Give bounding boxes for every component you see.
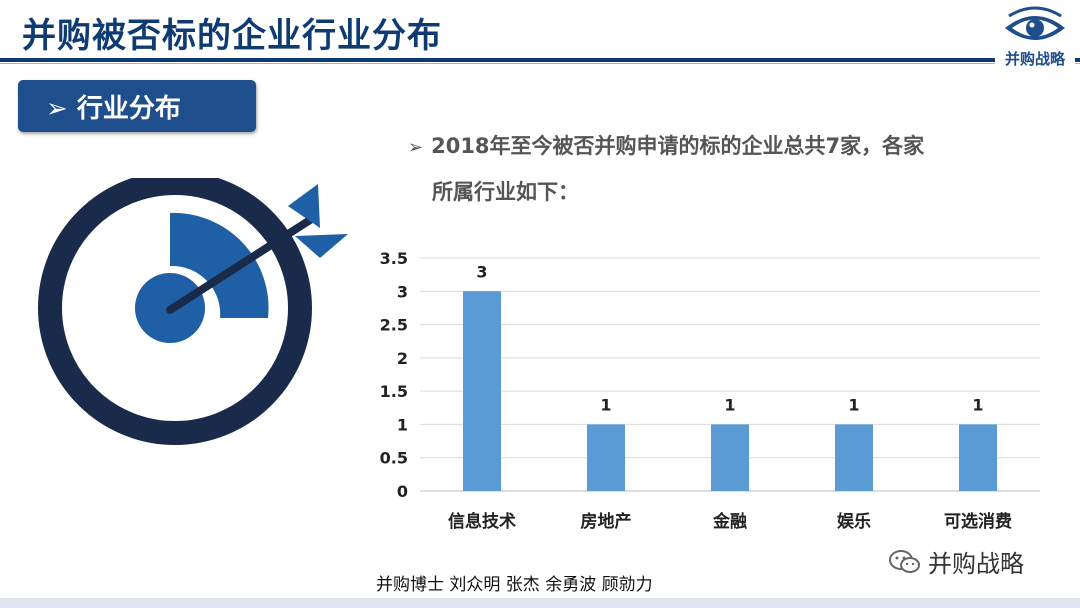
y-tick-label: 3.5 — [380, 249, 408, 268]
section-label: ➢ 行业分布 — [46, 94, 181, 124]
bar — [587, 424, 625, 491]
data-label: 1 — [848, 395, 859, 414]
y-tick-label: 0.5 — [380, 449, 408, 468]
bottom-rule — [0, 598, 1080, 608]
y-tick-label: 3 — [397, 282, 408, 301]
data-label: 1 — [724, 395, 735, 414]
bar — [959, 424, 997, 491]
y-tick-label: 1.5 — [380, 382, 408, 401]
y-tick-label: 1 — [397, 415, 408, 434]
data-label: 1 — [600, 395, 611, 414]
x-tick-label: 房地产 — [581, 511, 632, 532]
title-rule — [0, 58, 1080, 62]
y-tick-label: 2 — [397, 349, 408, 368]
wechat-watermark: 并购战略 — [888, 544, 1024, 582]
description-line1: 2018年至今被否并购申请的标的企业总共7家，各家 — [431, 134, 925, 158]
watermark-text: 并购战略 — [928, 550, 1024, 578]
logo-text: 并购战略 — [1004, 50, 1065, 68]
data-label: 3 — [476, 262, 487, 281]
description: ➢ 2018年至今被否并购申请的标的企业总共7家，各家 所属行业如下： — [408, 124, 1028, 214]
y-tick-label: 2.5 — [380, 316, 408, 335]
description-bullet: ➢ — [408, 137, 424, 158]
wechat-icon — [888, 548, 922, 582]
x-tick-label: 娱乐 — [837, 511, 871, 532]
y-tick-label: 0 — [397, 482, 408, 501]
slide-title: 并购被否标的企业行业分布 — [22, 16, 442, 56]
x-tick-label: 金融 — [712, 511, 747, 532]
industry-bar-chart: 0 0.5 1 1.5 2 2.5 3 3.5 3 信息技术 1 房地产 1 金融 1 娱乐 1 可选消费 — [380, 249, 1040, 532]
target-arrow-icon — [20, 171, 360, 468]
section-badge: ➢ 行业分布 — [18, 80, 256, 132]
bar — [463, 291, 501, 491]
x-tick-label: 信息技术 — [448, 511, 516, 532]
x-tick-label: 可选消费 — [944, 511, 1012, 532]
title-rule-thin — [0, 63, 1080, 64]
eye-logo-icon — [1005, 6, 1065, 40]
brand-logo: 并购战略 — [995, 6, 1075, 76]
description-line2: 所属行业如下： — [432, 180, 579, 204]
data-label: 1 — [972, 395, 983, 414]
authors: 并购博士 刘众明 张杰 余勇波 顾勍力 — [376, 575, 653, 595]
bar — [711, 424, 749, 491]
bar — [835, 424, 873, 491]
